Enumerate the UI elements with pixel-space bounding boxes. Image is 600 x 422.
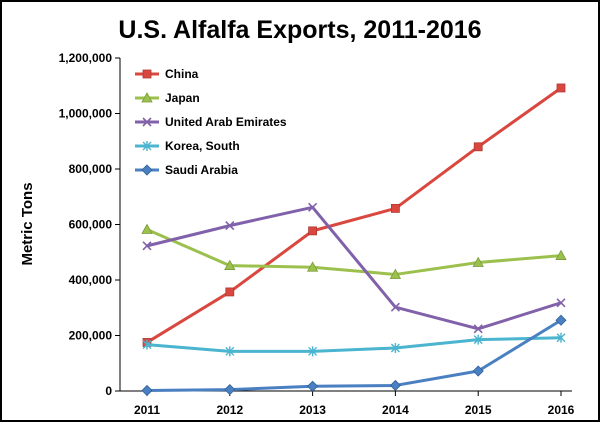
data-point xyxy=(225,346,235,357)
series-line xyxy=(146,86,562,344)
y-tick-label: 0 xyxy=(105,384,112,398)
x-tick-label: 2012 xyxy=(216,403,243,417)
legend-marker xyxy=(141,164,153,176)
data-point xyxy=(224,384,236,396)
y-tick-label: 800,000 xyxy=(69,162,113,176)
series-line xyxy=(146,336,562,353)
data-point xyxy=(224,259,236,270)
legend-marker xyxy=(142,117,152,127)
y-tick-label: 200,000 xyxy=(69,329,113,343)
chart-title: U.S. Alfalfa Exports, 2011-2016 xyxy=(118,16,481,44)
y-axis-label: Metric Tons xyxy=(19,182,36,265)
legend-item: China xyxy=(135,67,199,81)
data-point xyxy=(308,226,318,236)
data-point xyxy=(473,142,483,152)
legend-label: China xyxy=(165,67,199,81)
x-tick-label: 2014 xyxy=(382,403,409,417)
data-point xyxy=(556,298,566,308)
series-saudi-arabia xyxy=(141,314,567,397)
y-ticks: 0 200,000 400,000 600,000 800,000 1,000,000 1,… xyxy=(59,51,120,398)
data-point xyxy=(225,287,235,297)
data-point xyxy=(225,221,235,231)
data-point xyxy=(141,223,153,234)
data-point xyxy=(142,339,152,350)
legend-label: Saudi Arabia xyxy=(165,163,238,177)
series-united-arab-emirates xyxy=(142,202,566,334)
data-point xyxy=(555,314,567,326)
data-point xyxy=(308,346,318,357)
y-tick-label: 600,000 xyxy=(69,218,113,232)
data-point xyxy=(390,302,400,312)
series-line xyxy=(146,318,562,392)
legend-label: Korea, South xyxy=(165,139,240,153)
data-point xyxy=(473,324,483,334)
series-line xyxy=(146,205,562,331)
x-tick-label: 2013 xyxy=(299,403,326,417)
data-point xyxy=(556,332,566,343)
series-korea-south xyxy=(142,332,566,357)
x-tick-label: 2015 xyxy=(465,403,492,417)
data-point xyxy=(556,83,566,93)
data-point xyxy=(306,261,319,272)
legend-item: Korea, South xyxy=(135,139,240,153)
data-point xyxy=(389,268,402,279)
series-line xyxy=(146,228,562,276)
y-tick-label: 1,000,000 xyxy=(59,107,113,121)
data-point xyxy=(307,380,319,392)
x-ticks: 2011 2012 2013 2014 2015 2016 xyxy=(134,391,575,417)
legend-marker xyxy=(142,69,152,79)
x-tick-label: 2011 xyxy=(134,403,160,417)
legend-label: Japan xyxy=(165,91,200,105)
legend-item: Japan xyxy=(135,91,200,105)
data-point xyxy=(141,384,153,397)
y-tick-label: 400,000 xyxy=(69,273,113,287)
data-point xyxy=(390,204,400,213)
data-point xyxy=(390,342,400,353)
data-point xyxy=(472,365,484,377)
y-tick-label: 1,200,000 xyxy=(59,51,113,65)
data-point xyxy=(389,379,401,392)
legend-item: Saudi Arabia xyxy=(135,163,238,177)
legend-item: United Arab Emirates xyxy=(135,115,287,129)
legend-marker xyxy=(142,141,152,151)
data-point xyxy=(142,241,152,251)
x-tick-label: 2016 xyxy=(548,403,575,417)
data-point xyxy=(555,249,567,260)
data-point xyxy=(472,256,484,267)
series-group xyxy=(141,83,567,397)
data-point xyxy=(308,202,318,212)
series-japan xyxy=(141,223,567,279)
legend-label: United Arab Emirates xyxy=(165,115,287,129)
legend: China Japan United Arab Emirates Korea, Sou… xyxy=(135,67,287,177)
data-point xyxy=(473,334,483,345)
legend-marker xyxy=(141,92,153,103)
